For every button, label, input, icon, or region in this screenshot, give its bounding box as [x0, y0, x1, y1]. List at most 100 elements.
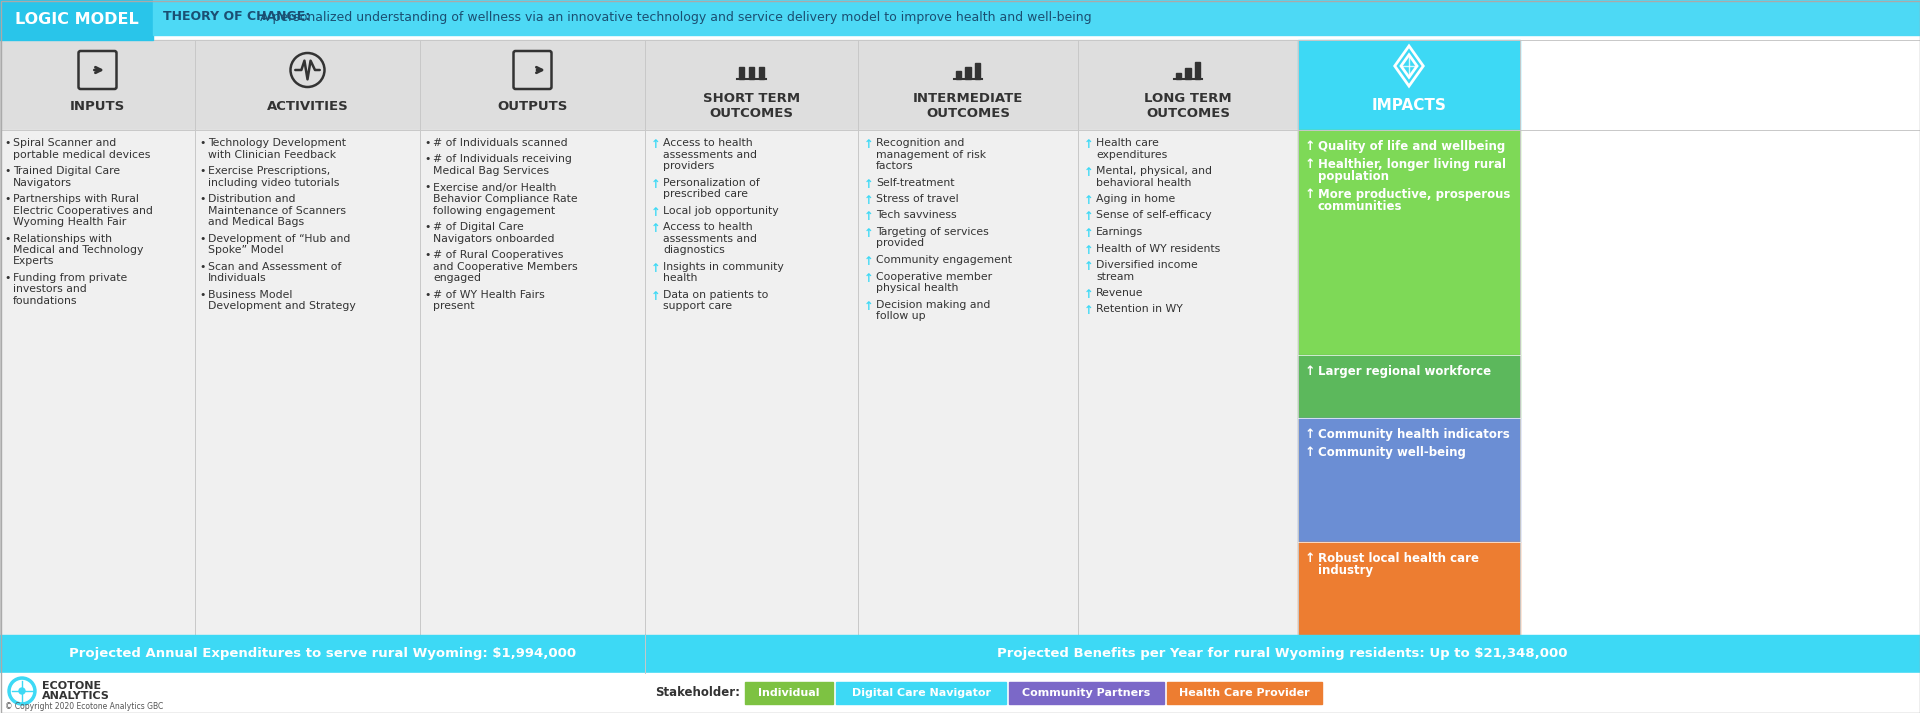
Text: •: •	[424, 155, 430, 165]
Text: stream: stream	[1096, 272, 1135, 282]
Text: ↑: ↑	[651, 222, 660, 235]
Text: Recognition and: Recognition and	[876, 138, 964, 148]
Bar	[1077, 130, 1298, 635]
Bar	[645, 40, 858, 130]
Text: ↑: ↑	[1085, 260, 1094, 273]
Bar	[0, 130, 196, 635]
Text: diagnostics: diagnostics	[662, 245, 724, 255]
Text: Partnerships with Rural: Partnerships with Rural	[13, 194, 138, 204]
Text: industry: industry	[1317, 563, 1373, 577]
Bar	[0, 673, 1920, 713]
Text: Community Partners: Community Partners	[1021, 688, 1150, 698]
Text: # of WY Health Fairs: # of WY Health Fairs	[434, 289, 545, 299]
Text: •: •	[200, 233, 205, 244]
Bar	[1298, 40, 1521, 130]
Text: Earnings: Earnings	[1096, 227, 1142, 237]
Text: Digital Care Navigator: Digital Care Navigator	[851, 688, 991, 698]
Text: •: •	[200, 194, 205, 204]
Text: Relationships with: Relationships with	[13, 233, 111, 244]
Text: Personalization of: Personalization of	[662, 178, 760, 188]
Text: Exercise Prescriptions,: Exercise Prescriptions,	[207, 166, 330, 176]
Bar	[1167, 682, 1323, 704]
Text: Spiral Scanner and: Spiral Scanner and	[13, 138, 117, 148]
Text: ↑: ↑	[1085, 138, 1094, 151]
Circle shape	[12, 680, 33, 702]
Text: Community well-being: Community well-being	[1317, 446, 1465, 459]
Text: •: •	[4, 233, 10, 244]
Text: communities: communities	[1317, 200, 1402, 213]
Text: ANALYTICS: ANALYTICS	[42, 691, 109, 701]
Text: ↑: ↑	[1085, 210, 1094, 223]
Text: •: •	[4, 166, 10, 176]
Text: Decision making and: Decision making and	[876, 299, 991, 309]
Text: Insights in community: Insights in community	[662, 262, 783, 272]
Text: © Copyright 2020 Ecotone Analytics GBC: © Copyright 2020 Ecotone Analytics GBC	[6, 702, 163, 711]
Text: ↑: ↑	[1306, 140, 1315, 153]
Text: ↑: ↑	[1085, 288, 1094, 301]
Circle shape	[19, 688, 25, 694]
Text: health: health	[662, 273, 697, 283]
Text: Scan and Assessment of: Scan and Assessment of	[207, 262, 342, 272]
Bar	[1175, 73, 1181, 79]
Text: ↑: ↑	[864, 227, 874, 240]
Bar	[0, 40, 196, 130]
Text: Funding from private: Funding from private	[13, 273, 127, 283]
Text: Self-treatment: Self-treatment	[876, 178, 954, 188]
Text: Revenue: Revenue	[1096, 288, 1144, 298]
Text: prescribed care: prescribed care	[662, 189, 749, 199]
Text: factors: factors	[876, 161, 914, 171]
Text: IMPACTS: IMPACTS	[1371, 98, 1446, 113]
Text: Electric Cooperatives and: Electric Cooperatives and	[13, 205, 154, 215]
Text: including video tutorials: including video tutorials	[207, 178, 340, 188]
Text: SHORT TERM
OUTCOMES: SHORT TERM OUTCOMES	[703, 92, 801, 120]
Text: Cooperative member: Cooperative member	[876, 272, 993, 282]
Text: Wyoming Health Fair: Wyoming Health Fair	[13, 217, 127, 227]
Bar	[966, 67, 970, 79]
Text: Development and Strategy: Development and Strategy	[207, 301, 355, 311]
Text: ↑: ↑	[1085, 227, 1094, 240]
Bar	[858, 40, 1077, 130]
Bar	[758, 66, 764, 79]
Text: ↑: ↑	[1306, 188, 1315, 201]
Text: ECOTONE: ECOTONE	[42, 681, 102, 691]
Text: # of Rural Cooperatives: # of Rural Cooperatives	[434, 250, 563, 260]
Text: •: •	[4, 194, 10, 204]
Text: Community health indicators: Community health indicators	[1317, 428, 1509, 441]
Text: Retention in WY: Retention in WY	[1096, 304, 1183, 314]
Text: Health of WY residents: Health of WY residents	[1096, 244, 1221, 254]
Bar	[645, 635, 1920, 673]
Text: ↑: ↑	[651, 289, 660, 302]
Text: Experts: Experts	[13, 257, 54, 267]
Text: ↑: ↑	[651, 205, 660, 218]
Text: Medical Bag Services: Medical Bag Services	[434, 166, 549, 176]
Text: ↑: ↑	[864, 255, 874, 268]
Text: ↑: ↑	[651, 138, 660, 151]
Bar	[739, 66, 745, 79]
Bar	[1298, 130, 1521, 355]
Text: Mental, physical, and: Mental, physical, and	[1096, 166, 1212, 176]
Text: •: •	[4, 138, 10, 148]
Text: ↑: ↑	[864, 299, 874, 312]
Text: Aging in home: Aging in home	[1096, 194, 1175, 204]
Text: portable medical devices: portable medical devices	[13, 150, 150, 160]
Text: Behavior Compliance Rate: Behavior Compliance Rate	[434, 194, 578, 204]
Text: Exercise and/or Health: Exercise and/or Health	[434, 183, 557, 193]
Text: INPUTS: INPUTS	[69, 100, 125, 113]
Text: Access to health: Access to health	[662, 138, 753, 148]
Text: ↑: ↑	[1306, 552, 1315, 565]
Text: ↑: ↑	[1085, 166, 1094, 179]
Text: Maintenance of Scanners: Maintenance of Scanners	[207, 205, 346, 215]
Text: expenditures: expenditures	[1096, 150, 1167, 160]
Bar	[196, 130, 420, 635]
Text: ↑: ↑	[1085, 194, 1094, 207]
Text: A personalized understanding of wellness via an innovative technology and servic: A personalized understanding of wellness…	[257, 11, 1092, 24]
Text: OUTPUTS: OUTPUTS	[497, 100, 568, 113]
Bar	[0, 0, 154, 40]
Text: LOGIC MODEL: LOGIC MODEL	[15, 13, 138, 28]
Text: THEORY OF CHANGE:: THEORY OF CHANGE:	[163, 11, 311, 24]
Text: LONG TERM
OUTCOMES: LONG TERM OUTCOMES	[1144, 92, 1233, 120]
Text: •: •	[424, 183, 430, 193]
Text: ↑: ↑	[864, 272, 874, 284]
Bar	[956, 71, 960, 79]
Circle shape	[8, 677, 36, 705]
